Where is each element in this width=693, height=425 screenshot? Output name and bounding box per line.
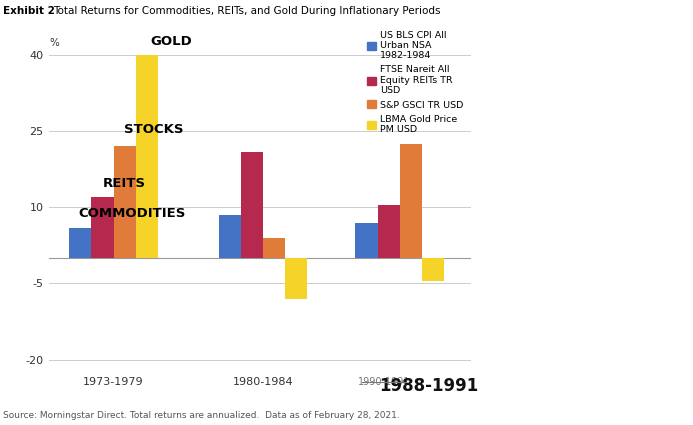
Text: 1988-1991: 1988-1991 [378, 377, 478, 395]
Legend: US BLS CPI All
Urban NSA
1982-1984, FTSE Nareit All
Equity REITs TR
USD, S&P GSC: US BLS CPI All Urban NSA 1982-1984, FTSE… [365, 28, 466, 137]
Bar [69, 228, 91, 258]
Bar [241, 152, 263, 258]
Text: GOLD: GOLD [150, 34, 192, 48]
Text: %: % [49, 37, 59, 48]
Bar [91, 197, 114, 258]
Text: Total Returns for Commodities, REITs, and Gold During Inflationary Periods: Total Returns for Commodities, REITs, an… [53, 6, 441, 17]
Bar [286, 258, 308, 299]
Text: REITS: REITS [103, 177, 146, 190]
Bar [219, 215, 241, 258]
Bar [114, 147, 136, 258]
Bar [136, 55, 158, 258]
Text: Source: Morningstar Direct. Total returns are annualized.  Data as of February 2: Source: Morningstar Direct. Total return… [3, 411, 401, 420]
Bar [356, 223, 378, 258]
Text: 1990-1991: 1990-1991 [358, 377, 410, 387]
Bar [400, 144, 422, 258]
Bar [378, 205, 400, 258]
Text: 1973-1979: 1973-1979 [83, 377, 144, 387]
Bar [263, 238, 286, 258]
Text: Exhibit 2: Exhibit 2 [3, 6, 55, 17]
Text: COMMODITIES: COMMODITIES [78, 207, 186, 220]
Text: STOCKS: STOCKS [124, 123, 184, 136]
Bar [422, 258, 444, 281]
Text: 1980-1984: 1980-1984 [233, 377, 293, 387]
